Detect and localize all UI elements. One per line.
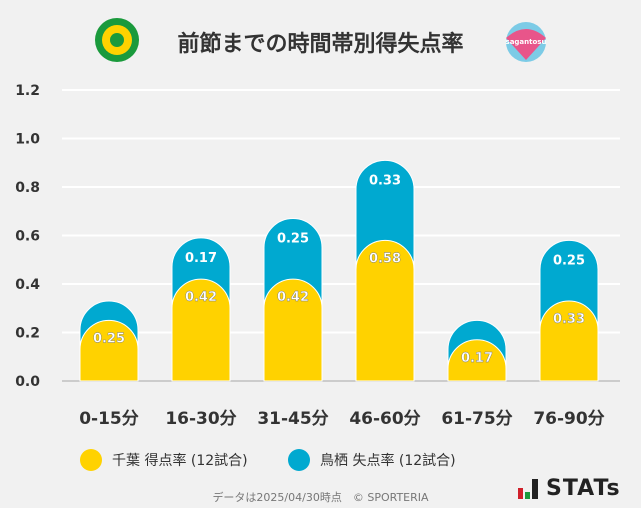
stats-logo: STATs [518, 476, 621, 501]
chart-title: 前節までの時間帯別得失点率 [177, 32, 464, 57]
legend-label: 鳥栖 失点率 (12試合) [320, 453, 456, 469]
x-tick-label: 76-90分 [533, 409, 604, 429]
footer-note: データは2025/04/30時点 © SPORTERIA [212, 491, 429, 504]
y-tick-label: 0.4 [15, 277, 40, 293]
y-tick-label: 0.0 [15, 374, 40, 390]
bar-chiba [447, 339, 507, 382]
x-tick-label: 0-15分 [79, 409, 139, 429]
team-logo-right: sagantosu [506, 22, 547, 62]
bar-chiba [79, 319, 139, 382]
legend-label: 千葉 得点率 (12試合) [112, 453, 248, 469]
x-tick-label: 31-45分 [257, 409, 328, 429]
data-label-tosu: 0.25 [553, 253, 585, 268]
y-tick-label: 1.0 [15, 132, 40, 148]
legend-item-chiba: 千葉 得点率 (12試合) [80, 449, 248, 471]
team-logo-left [95, 18, 139, 62]
stats-bars-icon [518, 478, 538, 499]
data-label-tosu: 0.33 [369, 173, 401, 188]
bar-chiba [171, 278, 231, 382]
data-label-tosu: 0.25 [277, 232, 309, 247]
data-label-chiba: 0.42 [277, 290, 309, 305]
legend-swatch [288, 449, 310, 471]
data-label-chiba: 0.42 [185, 290, 217, 305]
bar-chiba [263, 278, 323, 382]
x-tick-label: 61-75分 [441, 409, 512, 429]
data-label-chiba: 0.58 [369, 251, 401, 266]
data-label-chiba: 0.25 [93, 331, 125, 346]
y-tick-label: 0.8 [15, 180, 40, 196]
data-label-chiba: 0.33 [553, 312, 585, 327]
data-label-chiba: 0.17 [461, 351, 493, 366]
legend-item-tosu: 鳥栖 失点率 (12試合) [288, 449, 456, 471]
x-tick-label: 16-30分 [165, 409, 236, 429]
y-tick-label: 0.6 [15, 229, 40, 245]
legend-swatch [80, 449, 102, 471]
x-tick-label: 46-60分 [349, 409, 420, 429]
svg-text:sagantosu: sagantosu [506, 38, 547, 46]
y-tick-label: 1.2 [15, 83, 40, 99]
y-tick-label: 0.2 [15, 326, 40, 342]
data-label-tosu: 0.17 [185, 251, 217, 266]
bar-chiba [539, 300, 599, 382]
bar-chiba [355, 239, 415, 382]
